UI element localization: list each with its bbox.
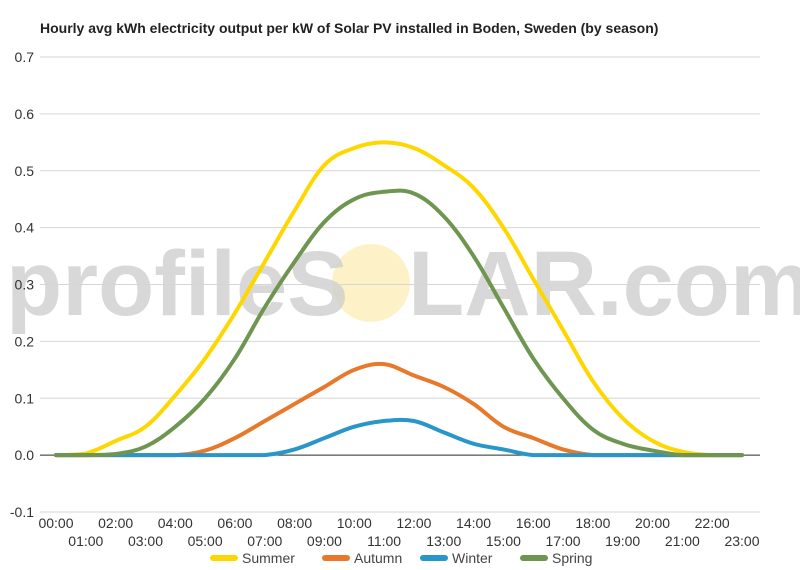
x-tick-label: 23:00 bbox=[724, 533, 759, 549]
x-tick-label: 01:00 bbox=[68, 533, 103, 549]
chart-title: Hourly avg kWh electricity output per kW… bbox=[40, 20, 658, 36]
x-tick-label: 08:00 bbox=[277, 515, 312, 531]
series-line-winter bbox=[54, 417, 744, 458]
legend-label-winter: Winter bbox=[452, 550, 493, 566]
y-tick-label: 0.5 bbox=[15, 163, 35, 179]
y-tick-label: 0.3 bbox=[15, 277, 35, 293]
legend-swatch-autumn bbox=[322, 555, 350, 561]
y-tick-label: 0.0 bbox=[15, 447, 35, 463]
x-tick-label: 18:00 bbox=[575, 515, 610, 531]
x-tick-label: 06:00 bbox=[217, 515, 252, 531]
legend-label-autumn: Autumn bbox=[354, 550, 402, 566]
x-tick-label: 16:00 bbox=[516, 515, 551, 531]
y-axis-ticks: -0.1 0.0 0.1 0.2 0.3 0.4 0.5 0.6 0.7 bbox=[10, 49, 34, 520]
x-tick-label: 10:00 bbox=[337, 515, 372, 531]
legend-swatch-winter bbox=[420, 555, 448, 561]
y-tick-label: -0.1 bbox=[10, 504, 34, 520]
legend-label-spring: Spring bbox=[552, 550, 592, 566]
x-tick-label: 21:00 bbox=[665, 533, 700, 549]
legend-swatch-summer bbox=[210, 555, 238, 561]
x-tick-label: 22:00 bbox=[695, 515, 730, 531]
x-tick-label: 15:00 bbox=[486, 533, 521, 549]
x-tick-label: 11:00 bbox=[367, 533, 401, 549]
x-tick-label: 05:00 bbox=[188, 533, 223, 549]
x-tick-label: 14:00 bbox=[456, 515, 491, 531]
series-line-spring bbox=[54, 188, 744, 458]
x-tick-label: 09:00 bbox=[307, 533, 342, 549]
x-tick-label: 04:00 bbox=[158, 515, 193, 531]
y-tick-label: 0.7 bbox=[15, 49, 35, 65]
legend-label-summer: Summer bbox=[242, 550, 295, 566]
y-tick-label: 0.4 bbox=[15, 220, 35, 236]
x-tick-label: 19:00 bbox=[605, 533, 640, 549]
x-axis-ticks: 00:00 01:00 02:00 03:00 04:00 05:00 06:00 07:00… bbox=[38, 515, 759, 549]
y-tick-label: 0.6 bbox=[15, 106, 35, 122]
legend-swatch-spring bbox=[520, 555, 548, 561]
x-tick-label: 03:00 bbox=[128, 533, 163, 549]
watermark-sun bbox=[332, 244, 410, 322]
x-tick-label: 00:00 bbox=[38, 515, 73, 531]
legend: Summer Autumn Winter Spring bbox=[210, 550, 592, 566]
y-tick-label: 0.1 bbox=[15, 390, 35, 406]
x-tick-label: 17:00 bbox=[546, 533, 581, 549]
series-line-autumn bbox=[54, 361, 744, 458]
series-lines bbox=[54, 140, 744, 458]
series-line-summer bbox=[54, 140, 744, 458]
x-tick-label: 20:00 bbox=[635, 515, 670, 531]
x-tick-label: 12:00 bbox=[396, 515, 431, 531]
grid-lines bbox=[40, 56, 760, 513]
y-tick-label: 0.2 bbox=[15, 333, 35, 349]
x-tick-label: 07:00 bbox=[247, 533, 282, 549]
x-tick-label: 13:00 bbox=[426, 533, 461, 549]
x-tick-label: 02:00 bbox=[98, 515, 133, 531]
